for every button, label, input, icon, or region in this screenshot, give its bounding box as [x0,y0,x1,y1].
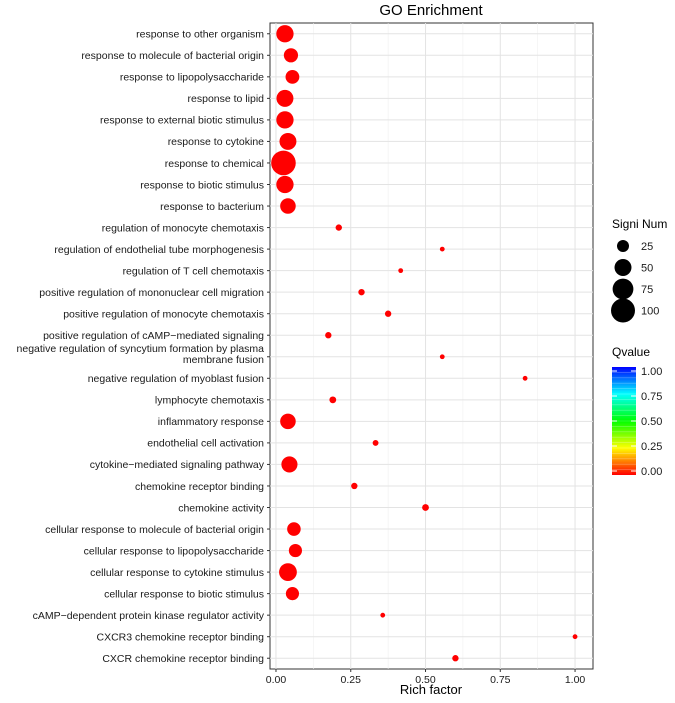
x-axis-label: Rich factor [400,682,463,697]
data-point [280,198,296,214]
data-point [522,375,528,381]
x-axis: 0.00 0.25 0.50 0.75 1.00 [266,669,586,686]
data-point [280,413,296,430]
data-point [279,563,297,581]
term-label: chemokine activity [178,502,265,514]
data-point [285,69,300,84]
term-label: lymphocyte chemotaxis [155,395,264,407]
x-tick-label: 0.00 [266,674,287,686]
term-label: positive regulation of cAMP−mediated sig… [43,330,264,342]
x-tick-label: 0.25 [341,674,362,686]
term-label: cellular response to biotic stimulus [104,588,264,600]
data-points [271,25,578,662]
term-label: chemokine receptor binding [135,481,264,493]
data-point [276,175,294,194]
data-point [439,246,445,252]
size-legend-key [612,278,634,300]
term-label: response to biotic stimulus [140,179,264,191]
x-tick-label: 0.50 [415,674,436,686]
term-label: negative regulation of myoblast fusion [88,373,264,385]
term-label: CXCR chemokine receptor binding [102,653,264,665]
term-label: response to other organism [136,29,264,41]
data-point [452,655,459,662]
term-label: CXCR3 chemokine receptor binding [96,632,264,644]
color-legend-title: Qvalue [612,345,650,359]
chart-title: GO Enrichment [379,2,483,19]
size-legend-label: 50 [641,263,653,275]
data-point [281,456,298,473]
term-label: cellular response to lipopolysaccharide [84,545,265,557]
data-point [358,288,365,296]
plot-panel [269,22,594,670]
term-label: positive regulation of mononuclear cell … [39,287,264,299]
data-point [288,543,302,558]
size-legend-key [611,298,635,323]
size-legend: Signi Num 25 50 75 100 [611,217,667,323]
term-label: negative regulation of syncytium formati… [17,343,265,366]
data-point [572,634,578,640]
data-point [335,224,342,231]
data-point [351,482,358,490]
size-legend-key [614,259,632,276]
color-legend-label: 0.00 [641,466,662,478]
color-legend-label: 0.25 [641,441,662,453]
term-label: cellular response to molecule of bacteri… [45,524,264,536]
color-legend: Qvalue 0.00 0.25 0.50 0.75 1.00 [612,345,662,478]
data-point [276,89,294,107]
term-label: cAMP−dependent protein kinase regulator … [33,610,265,622]
term-label: response to bacterium [160,201,264,213]
data-point [283,48,299,63]
data-point [398,268,404,274]
term-label: response to cytokine [168,136,264,148]
data-point [325,332,332,339]
term-label: response to lipid [188,93,265,105]
color-legend-label: 0.75 [641,391,662,403]
size-legend-key [617,240,629,252]
data-point [279,132,297,150]
term-label: response to external biotic stimulus [100,115,264,127]
term-label: cytokine−mediated signaling pathway [90,459,265,471]
data-point [287,522,301,536]
term-label: response to chemical [165,158,264,170]
data-point [276,25,294,43]
term-label: positive regulation of monocyte chemotax… [63,309,264,321]
term-label: response to lipopolysaccharide [120,72,264,84]
size-legend-label: 75 [641,284,653,296]
size-legend-title: Signi Num [612,217,667,231]
color-legend-label: 1.00 [641,366,662,378]
term-label: regulation of monocyte chemotaxis [102,222,264,234]
data-point [276,111,294,129]
size-legend-label: 25 [641,241,653,253]
term-label: endothelial cell activation [147,438,264,450]
data-point [372,439,379,446]
x-tick-label: 1.00 [565,674,586,686]
data-point [271,150,296,176]
term-label: regulation of endothelial tube morphogen… [54,244,264,256]
gridlines [270,23,593,669]
data-point [439,354,445,360]
color-legend-label: 0.50 [641,416,662,428]
data-point [380,612,386,618]
x-tick-label: 0.75 [490,674,511,686]
data-point [285,587,300,601]
data-point [384,310,392,317]
term-label: inflammatory response [158,416,264,428]
term-label: cellular response to cytokine stimulus [90,567,264,579]
term-label: response to molecule of bacterial origin [81,50,264,62]
term-labels: response to other organism response to mo… [17,29,270,665]
data-point [422,504,429,511]
data-point [329,396,337,404]
size-legend-label: 100 [641,306,659,318]
term-label: regulation of T cell chemotaxis [123,265,264,277]
